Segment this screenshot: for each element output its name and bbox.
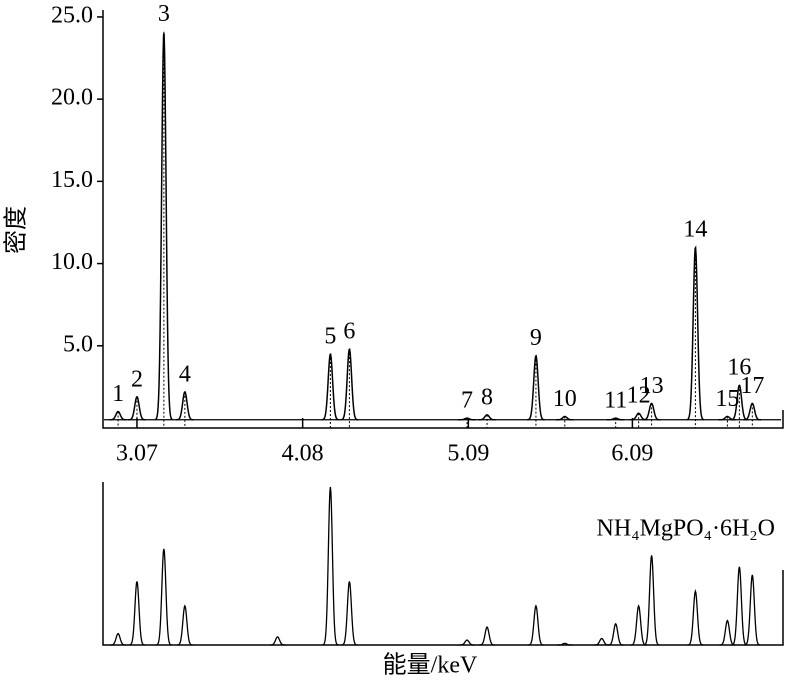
x-axis-label: 能量/keV [383, 652, 478, 679]
reference-peak [269, 636, 286, 646]
reference-peak [176, 604, 193, 646]
peak [606, 417, 625, 421]
reference-peak [459, 639, 476, 646]
peak-label: 3 [158, 1, 170, 27]
reference-peak [527, 604, 544, 646]
reference-peak [731, 566, 748, 646]
reference-peak [322, 486, 339, 646]
reference-peak [556, 642, 573, 646]
peak-label: 4 [179, 361, 191, 387]
reference-peak [719, 619, 736, 646]
reference-peak [155, 548, 172, 646]
peak-label: 17 [740, 373, 764, 399]
y-tick-label: 5.0 [63, 331, 93, 357]
y-tick-label: 10.0 [51, 249, 93, 275]
x-tick-label: 6.09 [611, 441, 653, 467]
peak [321, 353, 340, 421]
peak [154, 33, 173, 421]
y-tick-label: 15.0 [51, 167, 93, 193]
reference-peak [479, 626, 496, 646]
reference-peak [341, 581, 358, 646]
peak-label: 2 [131, 366, 143, 392]
peak [730, 384, 749, 421]
peak [686, 245, 705, 421]
peak-label: 11 [604, 388, 627, 414]
peak-label: 14 [683, 217, 707, 243]
peak [109, 410, 127, 421]
peak-label: 7 [461, 388, 473, 414]
peak-label: 10 [553, 386, 577, 412]
peak [340, 348, 359, 421]
peak [556, 415, 574, 421]
reference-peak [687, 588, 704, 646]
peak [176, 391, 194, 421]
reference-peak [643, 555, 660, 646]
y-tick-label: 25.0 [51, 2, 93, 28]
reference-peak [607, 622, 624, 646]
peak-label: 15 [715, 386, 739, 412]
peak-label: 9 [530, 325, 542, 351]
peak-label: 8 [481, 384, 493, 410]
peak [458, 417, 476, 421]
compound-label: NH₄MgPO₄·6H₂O [597, 516, 775, 542]
peak-label: 12 [627, 383, 651, 409]
peak [128, 395, 146, 421]
peak [642, 402, 661, 421]
reference-peak [593, 637, 610, 646]
peak-label: 13 [640, 373, 664, 399]
reference-peak [128, 581, 146, 646]
x-tick-label: 5.09 [447, 441, 489, 467]
x-tick-label: 4.08 [282, 441, 324, 467]
peak-label: 6 [343, 319, 355, 345]
reference-peak [110, 632, 127, 646]
reference-peak [744, 574, 761, 646]
peak [527, 354, 545, 421]
bottom-axes [102, 482, 784, 646]
peak-label: 1 [112, 381, 124, 407]
top-axes [102, 10, 784, 429]
y-tick-label: 20.0 [51, 85, 93, 111]
peak-label: 16 [727, 355, 751, 381]
peak-label: 5 [324, 324, 336, 350]
peak [743, 402, 762, 421]
x-tick-label: 3.07 [116, 441, 158, 467]
peak [478, 414, 496, 421]
reference-peak [630, 604, 647, 646]
y-axis-label: 密度 [3, 206, 30, 254]
